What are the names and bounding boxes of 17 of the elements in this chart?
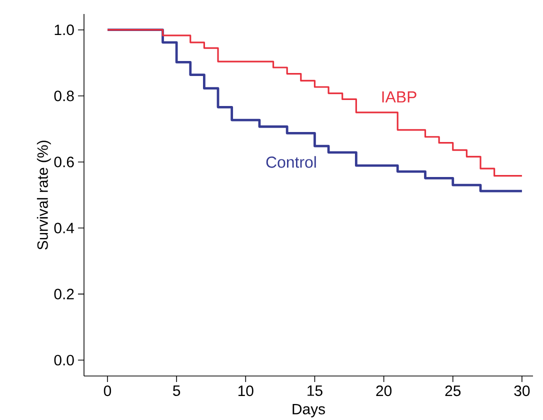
- y-axis-title: Survival rate (%): [36, 140, 51, 250]
- series-label: Control: [266, 156, 316, 168]
- x-tick-label: 25: [445, 386, 461, 396]
- y-tick-label: 0.8: [54, 90, 74, 102]
- y-tick-label: 0.2: [54, 288, 74, 300]
- x-tick-label: 0: [104, 386, 112, 396]
- series-label: IABP: [382, 91, 416, 102]
- y-tick-label: 0.4: [54, 222, 74, 234]
- x-tick-label: 20: [376, 386, 392, 396]
- x-axis-title: Days: [292, 404, 325, 418]
- x-tick-label: 15: [308, 386, 322, 396]
- y-tick-label: 0.0: [54, 354, 74, 366]
- y-tick-label: 1.0: [54, 24, 74, 36]
- x-tick-label: 5: [173, 386, 180, 396]
- x-tick-label: 30: [514, 386, 530, 396]
- y-tick-label: 0.6: [54, 156, 74, 168]
- x-tick-label: 10: [238, 386, 254, 396]
